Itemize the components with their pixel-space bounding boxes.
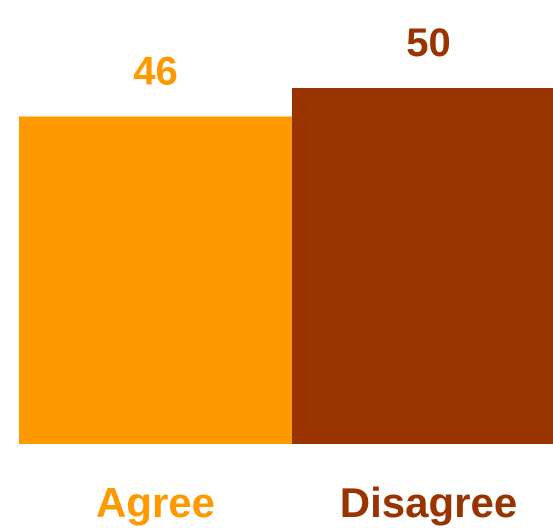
value-label-disagree: 50 [406,21,451,65]
bar-disagree [292,88,553,444]
bars-group [19,88,553,444]
category-labels-group: Agree Disagree [96,479,517,526]
value-labels-group: 46 50 [133,21,451,93]
value-label-agree: 46 [133,49,178,93]
bar-agree [19,116,292,444]
category-label-agree: Agree [96,479,215,526]
category-label-disagree: Disagree [340,479,517,526]
